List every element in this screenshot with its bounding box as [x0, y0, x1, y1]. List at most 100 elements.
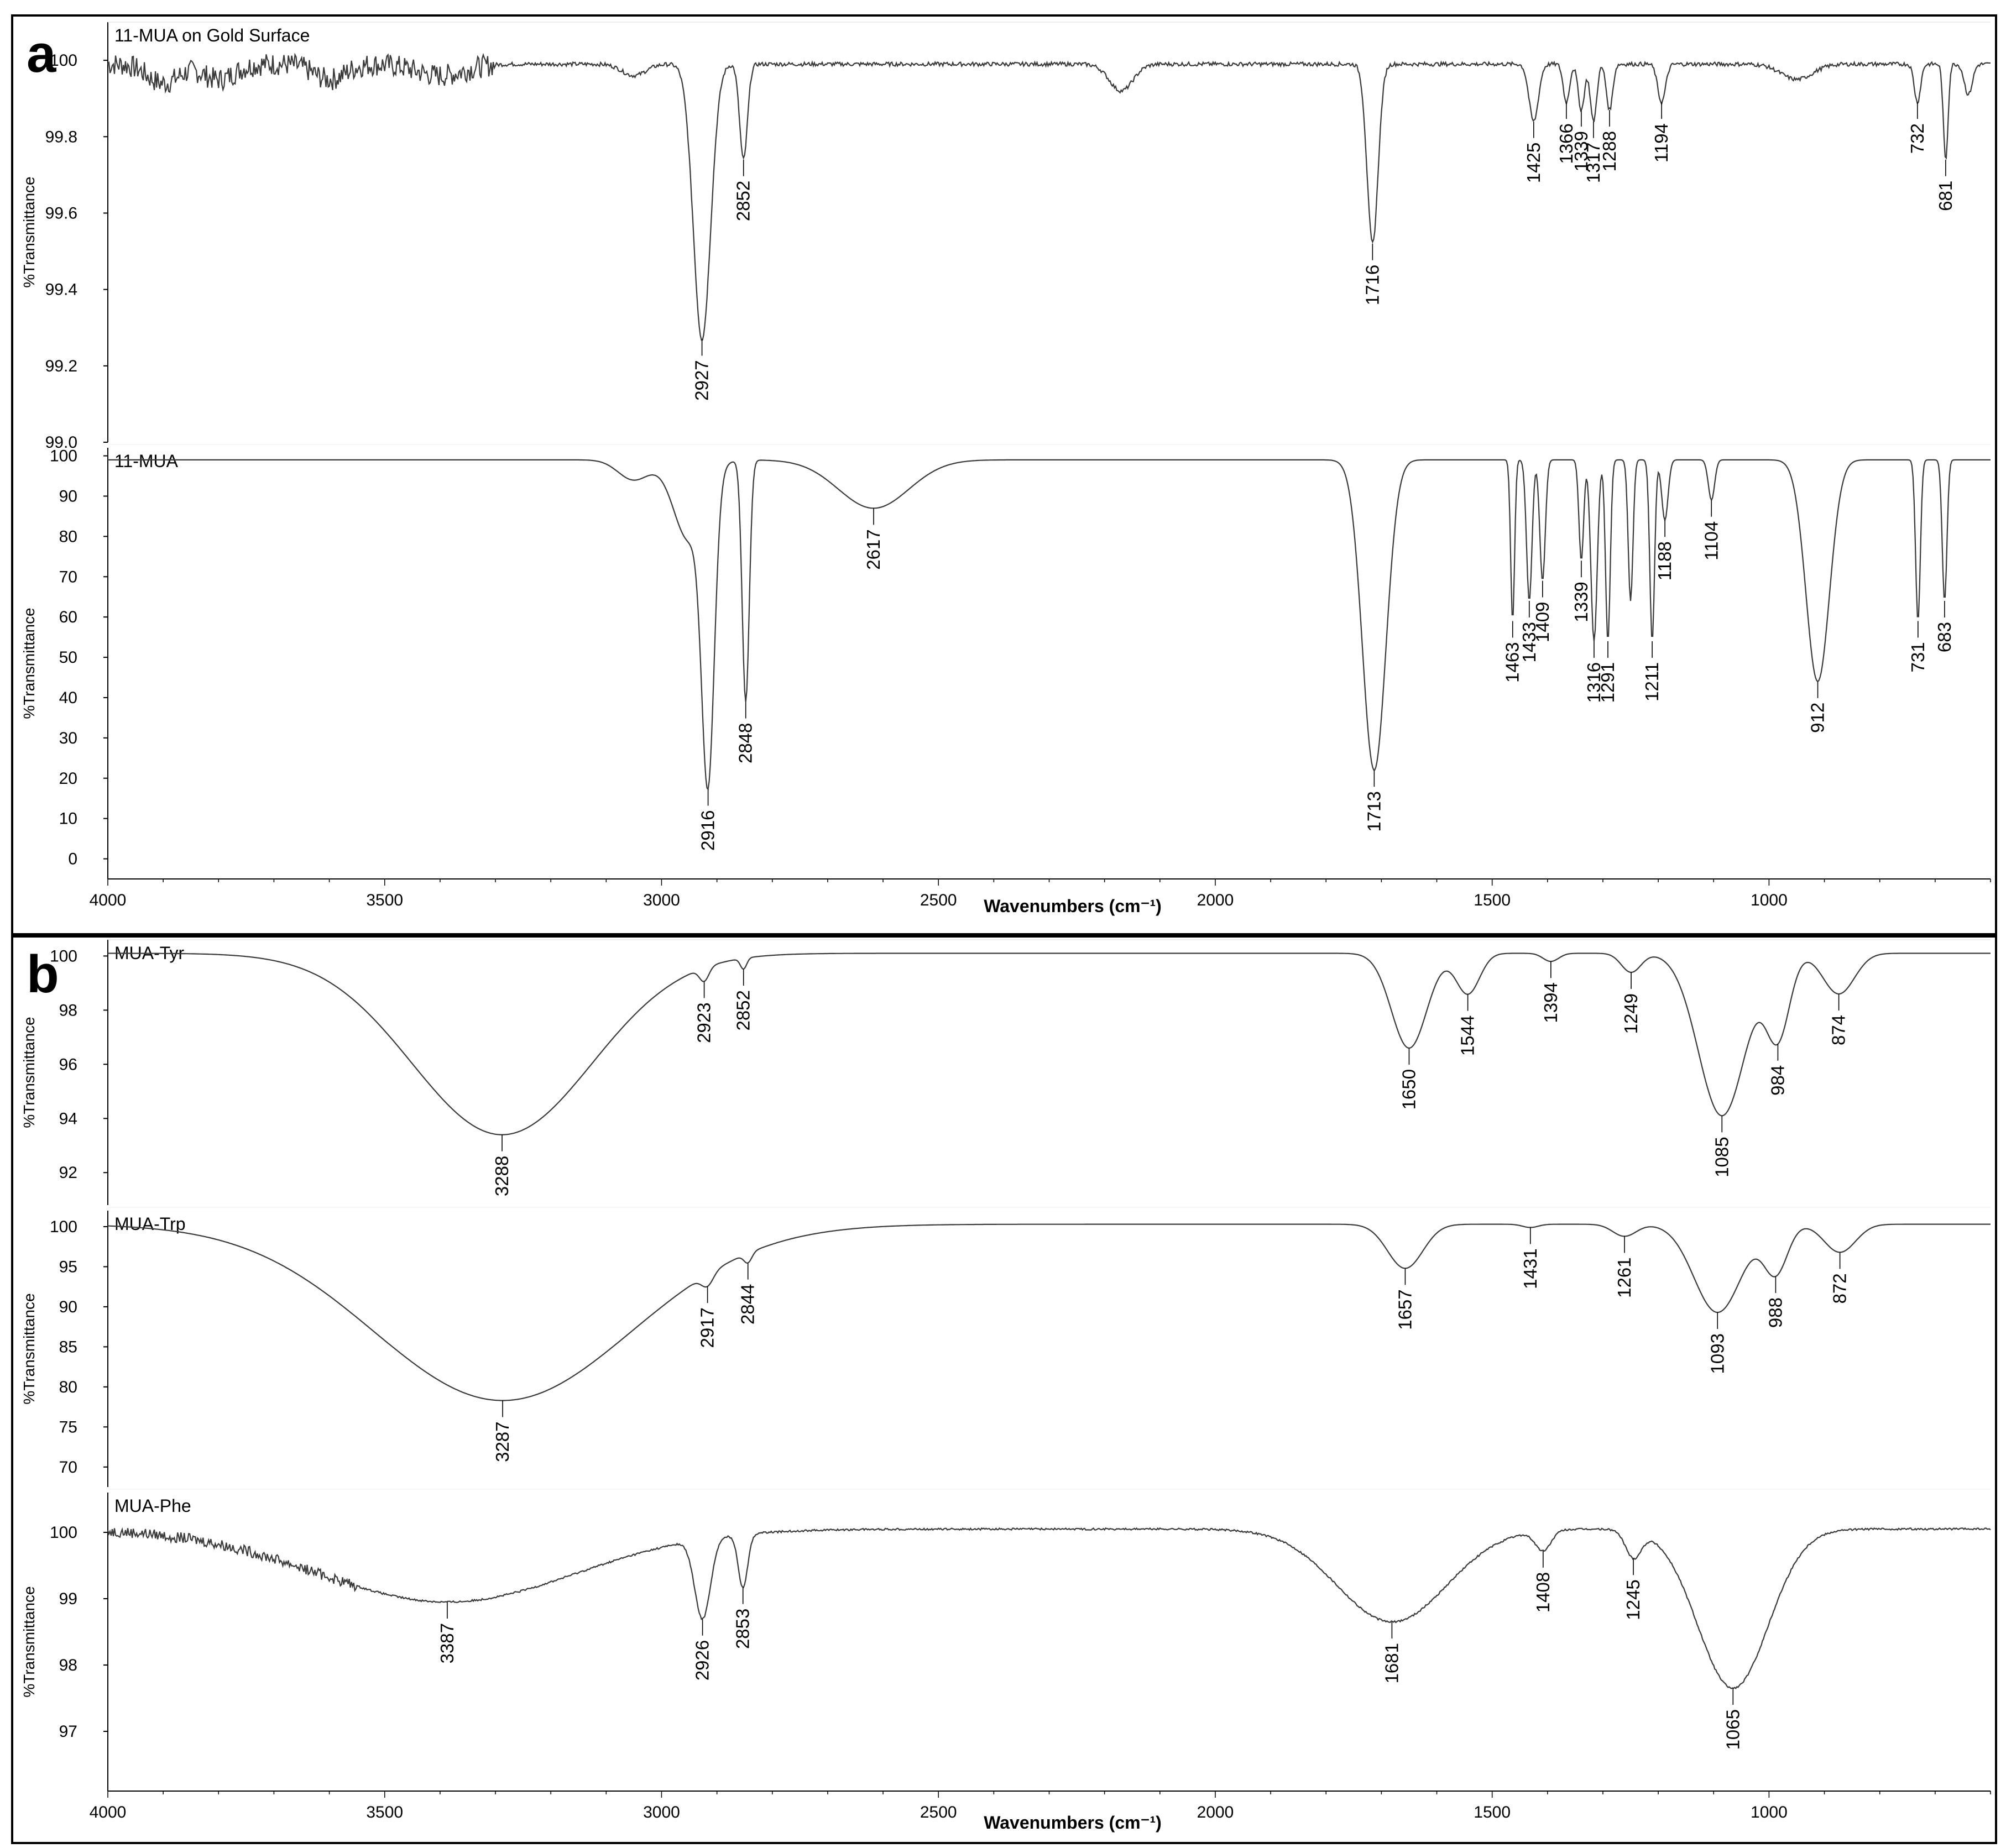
peak-label: 1339: [1571, 582, 1591, 622]
x-tick-label: 1500: [1474, 891, 1511, 909]
y-tick-label: 100: [50, 51, 77, 70]
y-tick-label: 97: [59, 1723, 77, 1741]
peak-label: 1093: [1707, 1333, 1727, 1374]
y-tick-label: 96: [59, 1055, 77, 1074]
spectrum-4: 100 95 90 85 80 75 70 %Transmittance MUA-Trp 3287…: [20, 1211, 1991, 1490]
y-tick-label: 92: [59, 1164, 77, 1182]
y-tick-label: 94: [59, 1109, 77, 1128]
spectrum-3: 10098969492%TransmittanceMUA-Tyr32882923…: [20, 939, 1991, 1208]
y-tick-label: 98: [59, 1656, 77, 1674]
panel-a-x-axis-label: Wavenumbers (cm⁻¹): [984, 896, 1162, 916]
peak-label: 3287: [492, 1421, 513, 1462]
series-name: MUA-Trp: [114, 1214, 186, 1234]
peak-label: 1716: [1362, 265, 1382, 305]
peak-label: 2923: [694, 1002, 714, 1043]
x-tick-label: 3500: [366, 891, 403, 909]
y-axis-label: %Transmittance: [20, 176, 38, 287]
peak-label: 2848: [735, 723, 756, 763]
x-tick-label: 4000: [90, 1803, 127, 1821]
peak-label: 683: [1934, 622, 1955, 652]
panel-b-frame: [11, 935, 1997, 1844]
peak-label: 912: [1808, 703, 1828, 733]
y-tick-label: 99: [59, 1590, 77, 1608]
y-axis-label: %Transmittance: [20, 1293, 38, 1404]
peak-label: 1188: [1654, 541, 1675, 580]
x-tick-label: 1500: [1474, 1803, 1511, 1821]
y-tick-label: 99.2: [45, 357, 77, 375]
y-tick-label: 95: [59, 1258, 77, 1276]
x-tick-label: 2000: [1197, 891, 1234, 909]
peak-label: 1408: [1533, 1572, 1553, 1613]
y-tick-label: 85: [59, 1338, 77, 1356]
y-tick-label: 0: [68, 850, 77, 868]
x-tick-label: 1000: [1751, 1803, 1788, 1821]
y-tick-label: 99.6: [45, 204, 77, 222]
y-tick-label: 90: [59, 1298, 77, 1316]
peak-label: 2844: [738, 1284, 758, 1325]
spectrum-5: 100 99 98 97 %Transmittance MUA-Phe 3387 2926 28…: [20, 1493, 1991, 1821]
peak-label: 1339: [1571, 131, 1591, 171]
y-tick-label: 70: [59, 1458, 77, 1477]
peak-label: 2926: [692, 1640, 713, 1681]
y-tick-label: 100: [50, 1524, 77, 1542]
y-tick-label: 98: [59, 1001, 77, 1019]
peak-label: 1065: [1722, 1709, 1743, 1750]
peak-label: 874: [1829, 1015, 1849, 1045]
peak-label: 2617: [863, 529, 884, 569]
series-name: MUA-Phe: [114, 1496, 191, 1516]
y-tick-label: 90: [59, 487, 77, 505]
x-tick-label: 3500: [366, 1803, 403, 1821]
peak-label: 1681: [1381, 1643, 1402, 1683]
peak-label: 1463: [1502, 642, 1523, 682]
y-tick-label: 20: [59, 769, 77, 788]
y-axis-label: %Transmittance: [20, 1586, 38, 1697]
peak-label: 1288: [1599, 131, 1620, 171]
peak-label: 681: [1935, 181, 1956, 211]
peak-label: 2852: [733, 990, 754, 1030]
peak-label: 1431: [1520, 1248, 1540, 1289]
peak-label: 3288: [492, 1156, 512, 1196]
spectrum-1: 100 99.8 99.6 99.4 99.2 99.0 %Transmittance 11-…: [20, 22, 1991, 452]
y-tick-label: 50: [59, 648, 77, 667]
y-tick-label: 75: [59, 1418, 77, 1436]
peak-label: 1544: [1458, 1015, 1478, 1056]
y-tick-label: 10: [59, 810, 77, 828]
spectrum-trace: [108, 459, 1991, 790]
peak-label: 872: [1830, 1273, 1850, 1303]
spectrum-trace: [107, 1223, 1991, 1401]
peak-label: 1713: [1364, 791, 1384, 831]
panel-b-x-axis-label: Wavenumbers (cm⁻¹): [984, 1813, 1162, 1833]
peak-label: 2917: [697, 1307, 718, 1348]
y-tick-label: 40: [59, 689, 77, 707]
peak-label: 1249: [1621, 993, 1641, 1034]
x-tick-label: 3000: [643, 891, 680, 909]
y-tick-label: 70: [59, 568, 77, 586]
peak-label: 1650: [1398, 1069, 1419, 1109]
panel-b-letter: b: [27, 945, 59, 1004]
panel-a-frame: [11, 14, 1997, 935]
spectrum-trace: [107, 53, 1991, 341]
x-tick-label: 1000: [1751, 891, 1788, 909]
peak-label: 1245: [1623, 1579, 1643, 1620]
peak-label: 1425: [1523, 143, 1544, 183]
series-name: 11-MUA: [114, 451, 179, 471]
y-tick-label: 100: [50, 447, 77, 465]
y-tick-label: 99.4: [45, 281, 77, 299]
y-axis-label: %Transmittance: [20, 608, 38, 719]
peak-label: 1261: [1614, 1257, 1634, 1297]
peak-label: 1104: [1701, 521, 1721, 561]
peak-label: 3387: [437, 1623, 457, 1663]
peak-label: 1211: [1642, 662, 1662, 701]
peak-label: 1366: [1556, 123, 1576, 164]
series-name: 11-MUA on Gold Surface: [114, 25, 310, 45]
x-tick-label: 2500: [920, 1803, 957, 1821]
peak-label: 1657: [1394, 1289, 1415, 1329]
peak-label: 1409: [1532, 602, 1553, 642]
peak-label: 2916: [698, 810, 718, 851]
peak-label: 1291: [1597, 662, 1618, 703]
spectra-plots: 10099.899.699.499.299.0%Transmittance11-…: [20, 22, 1991, 1821]
peak-label: 732: [1907, 123, 1927, 154]
y-axis-label: %Transmittance: [20, 1017, 38, 1128]
y-tick-label: 100: [50, 947, 77, 965]
